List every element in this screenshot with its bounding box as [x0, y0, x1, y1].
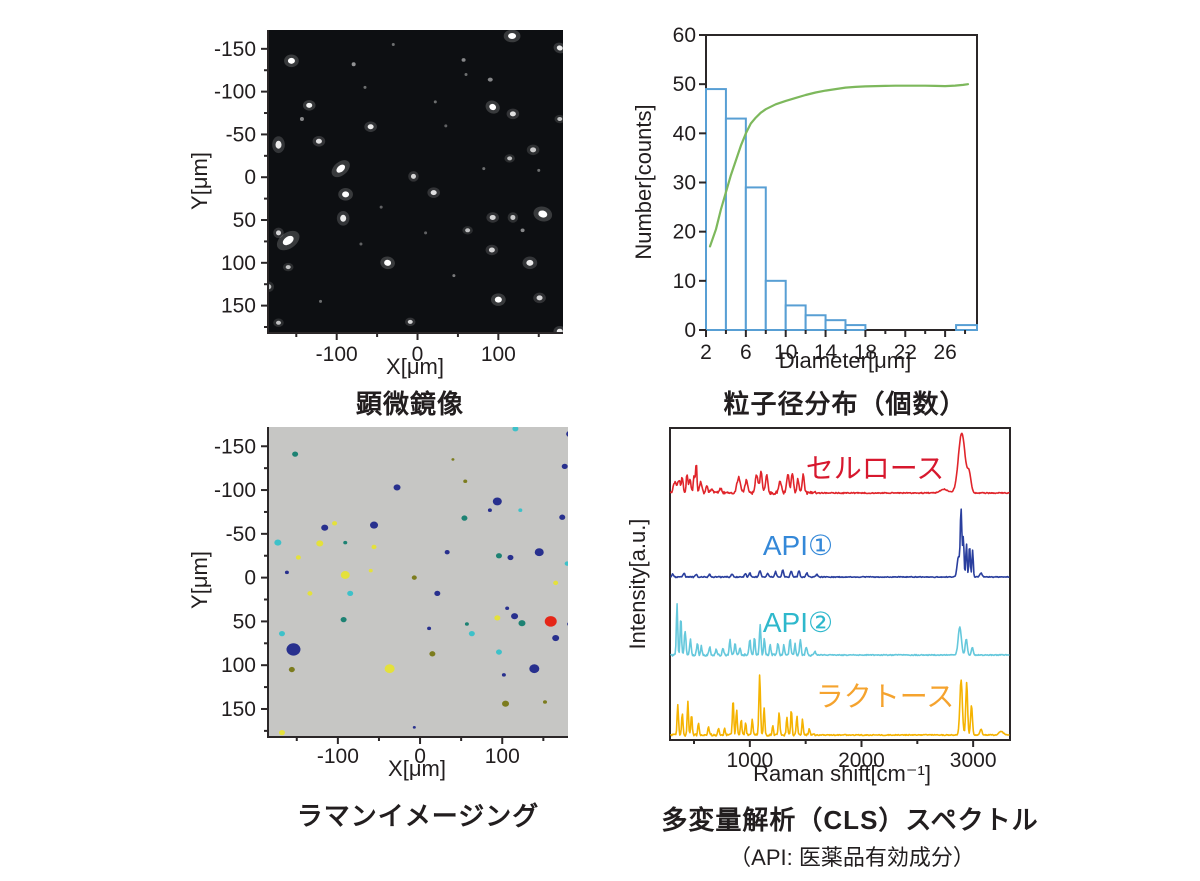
svg-text:Y[μm]: Y[μm] [187, 152, 212, 210]
svg-text:20: 20 [673, 221, 696, 244]
svg-text:Diameter[μm]: Diameter[μm] [779, 348, 911, 373]
particle-histogram-plot: 2 6 10 14 18 22 260102030405060Number[counts]D… [631, 24, 979, 373]
svg-text:2000: 2000 [838, 749, 885, 772]
svg-text:22: 22 [894, 341, 917, 364]
svg-text:0: 0 [244, 567, 256, 590]
svg-text:-150: -150 [214, 435, 256, 458]
svg-text:ラクトース: ラクトース [816, 681, 955, 712]
svg-text:26: 26 [933, 341, 956, 364]
svg-text:X[μm]: X[μm] [386, 354, 444, 379]
svg-text:-100: -100 [214, 479, 256, 502]
spectra-caption: 多変量解析（CLS）スペクトル [661, 805, 1039, 835]
svg-text:18: 18 [854, 341, 877, 364]
svg-text:6: 6 [740, 341, 752, 364]
raman-imaging-plot: -100 0 100 -150 -100 -50 0 50 100 150 Y[μm] X[μm] [187, 427, 568, 781]
svg-text:1000: 1000 [726, 749, 773, 772]
svg-text:0: 0 [412, 343, 424, 366]
histogram-caption: 粒子径分布（個数） [723, 389, 967, 419]
svg-text:10: 10 [673, 270, 696, 293]
svg-text:150: 150 [221, 698, 256, 721]
svg-text:30: 30 [673, 172, 696, 195]
raman-imaging-particles [274, 427, 568, 736]
svg-text:10: 10 [774, 341, 797, 364]
svg-text:-150: -150 [214, 38, 256, 61]
svg-text:API②: API② [763, 607, 833, 638]
svg-text:-100: -100 [214, 81, 256, 104]
svg-text:セルロース: セルロース [806, 453, 945, 484]
svg-text:50: 50 [673, 73, 696, 96]
svg-text:0: 0 [244, 166, 256, 189]
svg-text:Number[counts]: Number[counts] [631, 104, 656, 259]
microscope-particles [268, 30, 563, 333]
svg-text:100: 100 [481, 343, 516, 366]
svg-text:API①: API① [763, 530, 833, 561]
svg-text:100: 100 [485, 745, 520, 768]
svg-text:-50: -50 [226, 123, 256, 146]
svg-text:0: 0 [414, 745, 426, 768]
svg-text:-100: -100 [316, 343, 358, 366]
cls-spectra-plot: セルロース API① API② ラクトース 1000 2000 3000 Intensity[… [625, 427, 1011, 786]
svg-text:100: 100 [221, 654, 256, 677]
svg-text:0: 0 [684, 319, 696, 342]
svg-text:50: 50 [233, 209, 256, 232]
svg-text:3000: 3000 [950, 749, 997, 772]
svg-text:14: 14 [814, 341, 838, 364]
svg-text:X[μm]: X[μm] [388, 756, 446, 781]
svg-text:2: 2 [700, 341, 712, 364]
microscope-plot: -100 0 100 -150 -100 -50 0 50 100 150 Y[μm] X[μm] [187, 30, 563, 379]
svg-text:Y[μm]: Y[μm] [187, 551, 212, 609]
svg-text:40: 40 [673, 122, 696, 145]
svg-text:Intensity[a.u.]: Intensity[a.u.] [625, 519, 650, 650]
spectra-subcaption: （API: 医薬品有効成分） [729, 845, 975, 870]
microscope-caption: 顕微鏡像 [355, 389, 465, 419]
svg-text:50: 50 [233, 610, 256, 633]
svg-text:-100: -100 [317, 745, 359, 768]
svg-text:150: 150 [221, 295, 256, 318]
svg-text:100: 100 [221, 252, 256, 275]
raman-imaging-caption: ラマンイメージング [296, 801, 540, 831]
svg-text:60: 60 [673, 24, 696, 47]
svg-text:Raman shift[cm⁻¹]: Raman shift[cm⁻¹] [753, 761, 931, 786]
svg-text:-50: -50 [226, 523, 256, 546]
